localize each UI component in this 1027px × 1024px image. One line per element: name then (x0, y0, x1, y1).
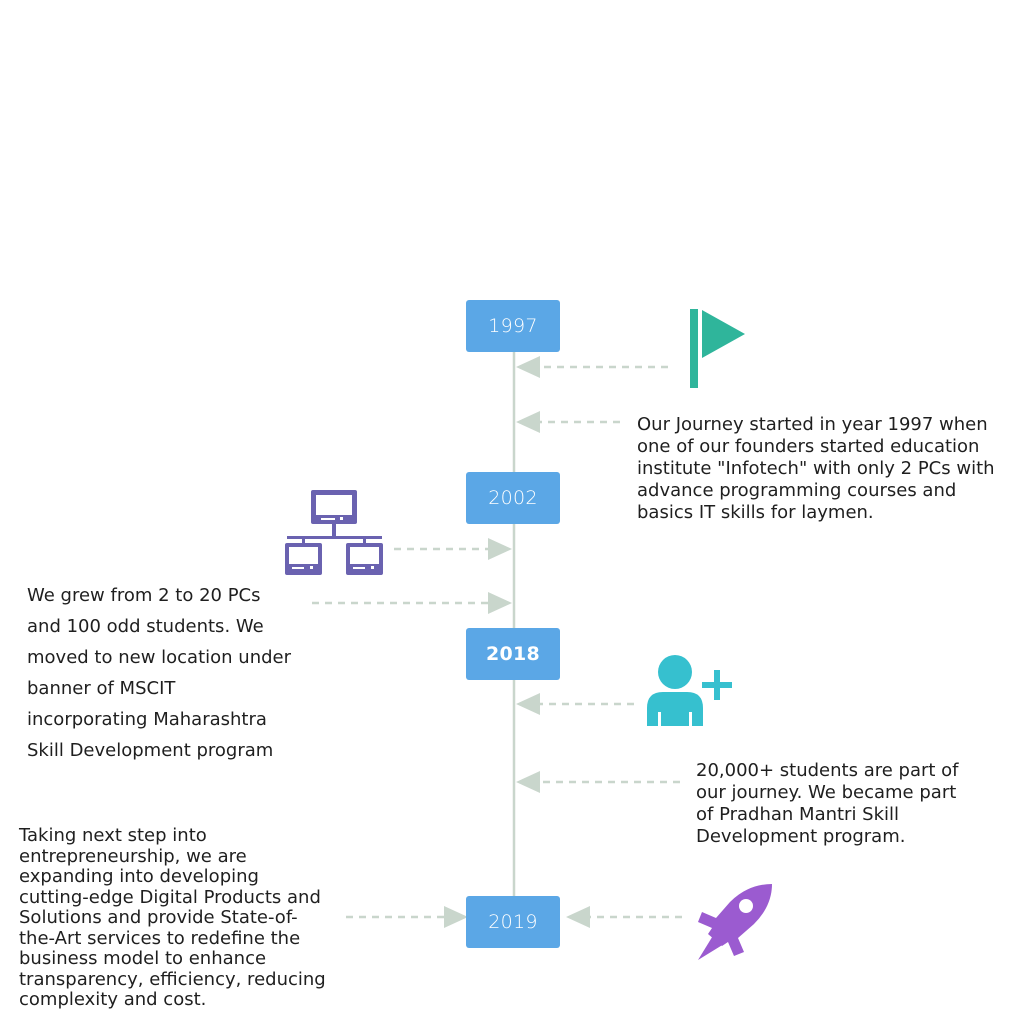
arrow-note2019-to-2019 (346, 906, 468, 928)
add-user-icon (647, 655, 732, 726)
year-label: 2002 (488, 487, 538, 509)
year-box-2002: 2002 (466, 472, 560, 524)
arrow-flag-to-line (516, 356, 668, 378)
arrow-note2002-to-line (312, 592, 512, 614)
arrow-user-to-line (516, 693, 634, 715)
note-1997: Our Journey started in year 1997 when on… (637, 414, 995, 523)
rocket-icon (698, 884, 772, 960)
flag-icon (690, 309, 745, 388)
arrow-note1997-to-line (516, 411, 620, 433)
network-computers-icon (285, 490, 383, 575)
arrow-rocket-to-2019 (566, 906, 682, 928)
year-label: 2019 (488, 911, 538, 933)
year-box-1997: 1997 (466, 300, 560, 352)
note-2002: We grew from 2 to 20 PCs and 100 odd stu… (27, 585, 291, 761)
arrow-note2018-to-line (516, 771, 680, 793)
year-box-2019: 2019 (466, 896, 560, 948)
note-2018: 20,000+ students are part of our journey… (696, 760, 959, 847)
year-box-2018: 2018 (466, 628, 560, 680)
year-label: 1997 (488, 315, 538, 337)
arrow-network-to-line (394, 538, 512, 560)
year-label: 2018 (485, 643, 541, 665)
note-2019: Taking next step into entrepreneurship, … (19, 825, 326, 1010)
